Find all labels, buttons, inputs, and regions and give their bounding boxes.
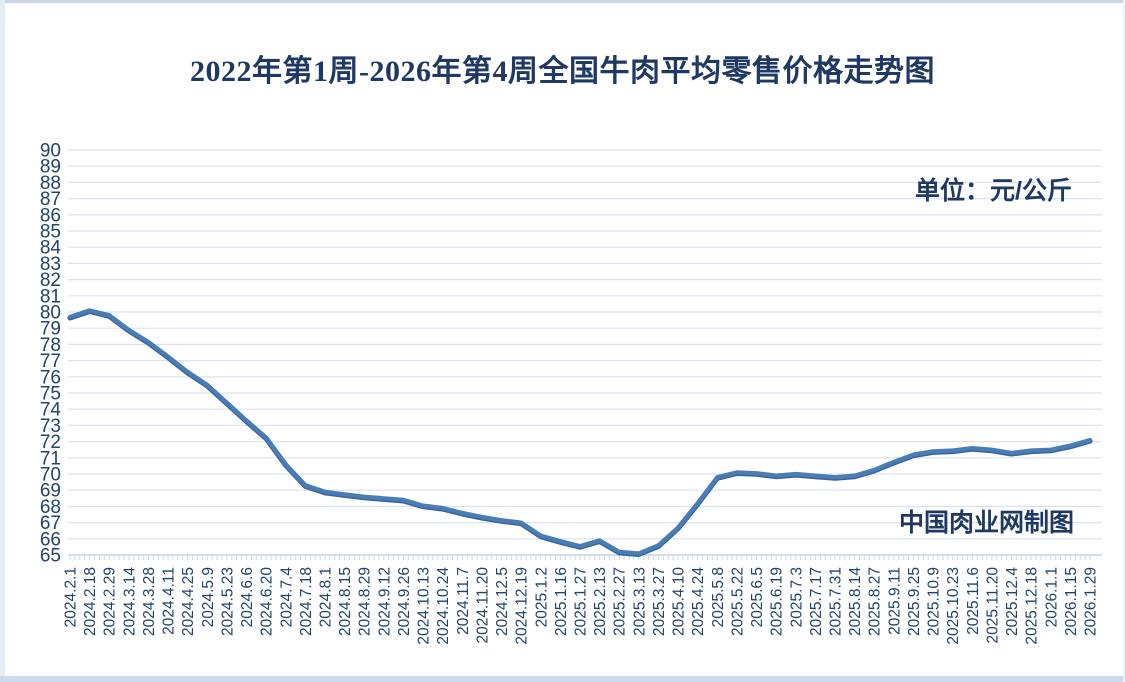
x-axis-tick-label: 2025.12.18	[1024, 567, 1041, 645]
x-axis-tick-label: 2024.6.6	[239, 567, 256, 627]
frame-edge-left	[0, 0, 5, 682]
x-axis-tick-label: 2025.9.25	[906, 567, 923, 636]
x-axis-tick-label: 2024.11.7	[455, 567, 472, 635]
y-axis-tick-label: 85	[40, 222, 61, 243]
y-axis-tick-label: 88	[40, 173, 61, 194]
x-axis-tick-label: 2024.7.18	[298, 567, 315, 636]
x-axis-tick-label: 2024.5.23	[219, 567, 236, 636]
y-axis-tick-label: 69	[40, 481, 61, 502]
x-axis-tick-label: 2025.2.27	[612, 567, 629, 636]
y-axis-tick-label: 65	[40, 546, 61, 567]
x-axis-tick-label: 2026.1.1	[1043, 567, 1060, 627]
y-axis-tick-label: 80	[40, 303, 61, 324]
x-axis-tick-label: 2024.3.28	[141, 567, 158, 636]
y-axis-tick-label: 70	[40, 465, 61, 486]
y-axis-tick-label: 78	[40, 335, 61, 356]
x-axis-tick-label: 2024.9.26	[396, 567, 413, 636]
y-axis-tick-label: 76	[40, 367, 61, 388]
y-axis-tick-label: 84	[40, 238, 62, 259]
x-axis-minor-ticks	[69, 555, 1091, 560]
frame-edge-bottom	[0, 676, 1125, 682]
y-axis-tick-label: 67	[40, 513, 61, 534]
x-axis-tick-label: 2025.6.19	[769, 567, 786, 636]
y-axis-tick-label: 73	[40, 416, 61, 437]
watermark-source-label: 中国肉业网制图	[898, 509, 1074, 537]
y-axis-tick-label: 86	[40, 205, 61, 226]
frame-edge-top	[0, 0, 1125, 3]
x-axis-tick-label: 2024.8.1	[318, 567, 335, 627]
x-axis-tick-label: 2025.8.27	[867, 567, 884, 636]
x-axis-tick-label: 2024.6.20	[259, 567, 276, 636]
y-axis-tick-label: 89	[40, 157, 61, 178]
x-axis-tick-label: 2024.3.14	[121, 567, 138, 636]
x-axis-tick-label: 2025.3.13	[631, 567, 648, 636]
x-axis-tick-label: 2024.12.19	[514, 567, 531, 645]
x-axis-tick-label: 2024.8.15	[337, 567, 354, 636]
unit-label: 单位：元/公斤	[915, 177, 1072, 205]
x-axis-tick-label: 2024.9.12	[376, 567, 393, 636]
x-axis-tick-label: 2025.11.6	[965, 567, 982, 635]
x-axis-labels: 2024.2.1 2024.2.18 2024.2.29 2024.3.14 2024.…	[63, 567, 1100, 645]
x-axis-tick-label: 2025.8.14	[847, 567, 864, 636]
x-axis-tick-label: 2025.7.31	[828, 567, 845, 636]
x-axis-tick-label: 2025.1.2	[533, 567, 550, 627]
y-axis-tick-label: 79	[40, 319, 61, 340]
x-axis-tick-label: 2025.11.20	[984, 567, 1001, 644]
y-axis-tick-label: 68	[40, 497, 61, 518]
x-axis-tick-label: 2024.12.5	[494, 567, 511, 636]
x-axis-tick-label: 2025.10.9	[926, 567, 943, 636]
x-axis-tick-label: 2024.2.1	[63, 567, 80, 627]
frame-edge-right	[1123, 0, 1125, 682]
y-axis-tick-label: 90	[40, 141, 61, 162]
x-axis-tick-label: 2025.5.22	[729, 567, 746, 636]
y-axis-tick-label: 74	[40, 400, 62, 421]
x-axis-tick-label: 2025.2.13	[592, 567, 609, 636]
x-axis-tick-label: 2026.1.15	[1063, 567, 1080, 636]
x-axis-tick-label: 2025.6.5	[749, 567, 766, 627]
y-axis-tick-label: 77	[40, 351, 61, 372]
x-axis-tick-label: 2025.7.3	[788, 567, 805, 627]
x-axis-tick-label: 2025.12.4	[1004, 567, 1021, 636]
x-axis-tick-label: 2024.5.9	[200, 567, 217, 627]
x-axis-tick-label: 2024.10.24	[435, 567, 452, 645]
y-axis-tick-label: 82	[40, 270, 61, 291]
x-axis-tick-label: 2025.9.11	[886, 567, 903, 635]
y-axis-tick-label: 81	[40, 286, 61, 307]
y-axis-tick-label: 83	[40, 254, 61, 275]
y-axis-labels: 6566676869707172737475767778798081828384…	[40, 141, 62, 567]
x-axis-tick-label: 2024.7.4	[278, 567, 295, 628]
gridlines	[68, 149, 1102, 556]
x-axis-tick-label: 2025.1.16	[553, 567, 570, 636]
x-axis-tick-label: 2024.11.20	[474, 567, 491, 644]
x-axis-tick-label: 2025.10.23	[945, 567, 962, 645]
x-axis-tick-label: 2025.3.27	[651, 567, 668, 636]
y-axis-tick-label: 72	[40, 432, 61, 453]
x-axis-tick-label: 2024.8.29	[357, 567, 374, 636]
x-axis-tick-label: 2024.2.29	[102, 567, 119, 636]
price-line	[67, 308, 1093, 556]
x-axis-tick-label: 2025.5.8	[710, 567, 727, 627]
x-axis-tick-label: 2025.4.24	[690, 567, 707, 636]
x-axis-tick-label: 2024.4.25	[180, 567, 197, 636]
x-axis-tick-label: 2026.1.29	[1083, 567, 1100, 636]
y-axis-tick-label: 66	[40, 529, 61, 550]
y-axis-tick-label: 87	[40, 189, 61, 210]
x-axis-tick-label: 2025.7.17	[808, 567, 825, 636]
x-axis-tick-label: 2024.4.11	[161, 567, 178, 635]
x-axis-tick-label: 2025.4.10	[671, 567, 688, 636]
y-axis-tick-label: 71	[40, 448, 61, 469]
x-axis-tick-label: 2024.2.18	[82, 567, 99, 636]
x-axis-tick-label: 2024.10.13	[416, 567, 433, 645]
x-axis-tick-label: 2025.1.27	[573, 567, 590, 636]
y-axis-tick-label: 75	[40, 384, 61, 405]
chart-title: 2022年第1周-2026年第4周全国牛肉平均零售价格走势图	[190, 55, 935, 88]
